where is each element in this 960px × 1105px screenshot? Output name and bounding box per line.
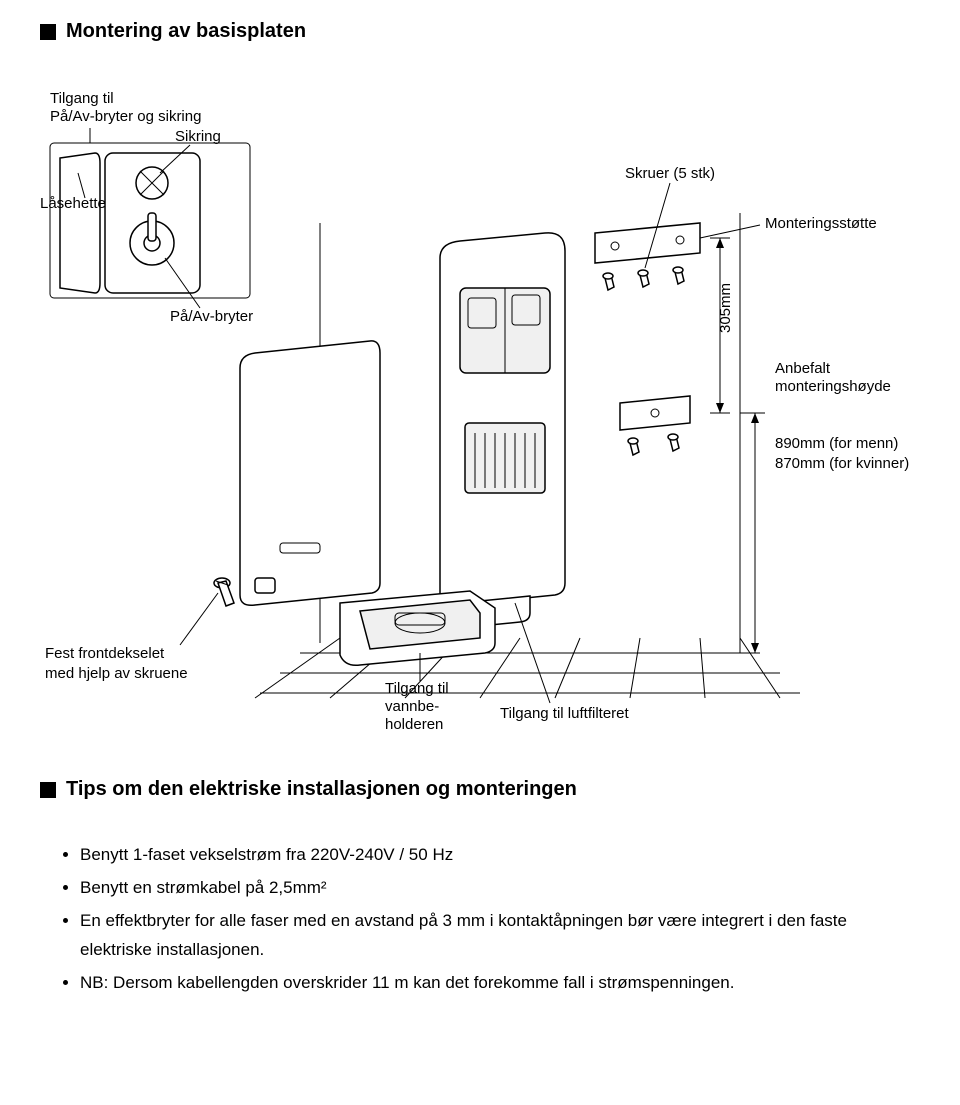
label-recheight1: Anbefalt <box>775 360 831 377</box>
screw-icon <box>668 434 679 451</box>
bullet-item: Benytt en strømkabel på 2,5mm² <box>80 874 920 903</box>
heading-1: Montering av basisplaten <box>40 20 920 43</box>
bullet-item: NB: Dersom kabellengden overskrider 11 m… <box>80 969 920 998</box>
screw-icon <box>603 273 614 290</box>
label-height-men: 890mm (for menn) <box>775 435 898 452</box>
label-water3: holderen <box>385 716 443 733</box>
heading-1-text: Montering av basisplaten <box>66 20 306 43</box>
heading-2: Tips om den elektriske installasjonen og… <box>40 778 920 801</box>
bullet-list: Benytt 1-faset vekselstrøm fra 220V-240V… <box>60 841 920 997</box>
label-recheight2: monteringshøyde <box>775 378 891 395</box>
label-front2: med hjelp av skruene <box>45 665 188 682</box>
screw-icon <box>628 438 639 455</box>
label-water2: vannbe- <box>385 698 439 715</box>
label-screws: Skruer (5 stk) <box>625 165 715 182</box>
bullet-item: Benytt 1-faset vekselstrøm fra 220V-240V… <box>80 841 920 870</box>
label-lockcap: Låsehette <box>40 195 106 212</box>
label-305: 305mm <box>717 283 734 333</box>
screw-icon <box>673 267 684 284</box>
label-fuse: Sikring <box>175 128 221 145</box>
installation-diagram: Tilgang til På/Av-bryter og sikring Låse… <box>40 83 920 748</box>
heading-2-text: Tips om den elektriske installasjonen og… <box>66 778 577 801</box>
bullet-item: En effektbryter for alle faser med en av… <box>80 907 920 965</box>
label-access-1: Tilgang til <box>50 90 114 107</box>
label-height-women: 870mm (for kvinner) <box>775 455 909 472</box>
label-access-2: På/Av-bryter og sikring <box>50 108 201 125</box>
label-front1: Fest frontdekselet <box>45 645 165 662</box>
bullet-square-icon <box>40 782 56 798</box>
screw-icon <box>638 270 649 287</box>
screw-icon <box>214 578 234 606</box>
bullet-square-icon <box>40 24 56 40</box>
label-water1: Tilgang til <box>385 680 449 697</box>
label-airfilter: Tilgang til luftfilteret <box>500 705 629 722</box>
label-onoff: På/Av-bryter <box>170 308 253 325</box>
label-support: Monteringsstøtte <box>765 215 877 232</box>
